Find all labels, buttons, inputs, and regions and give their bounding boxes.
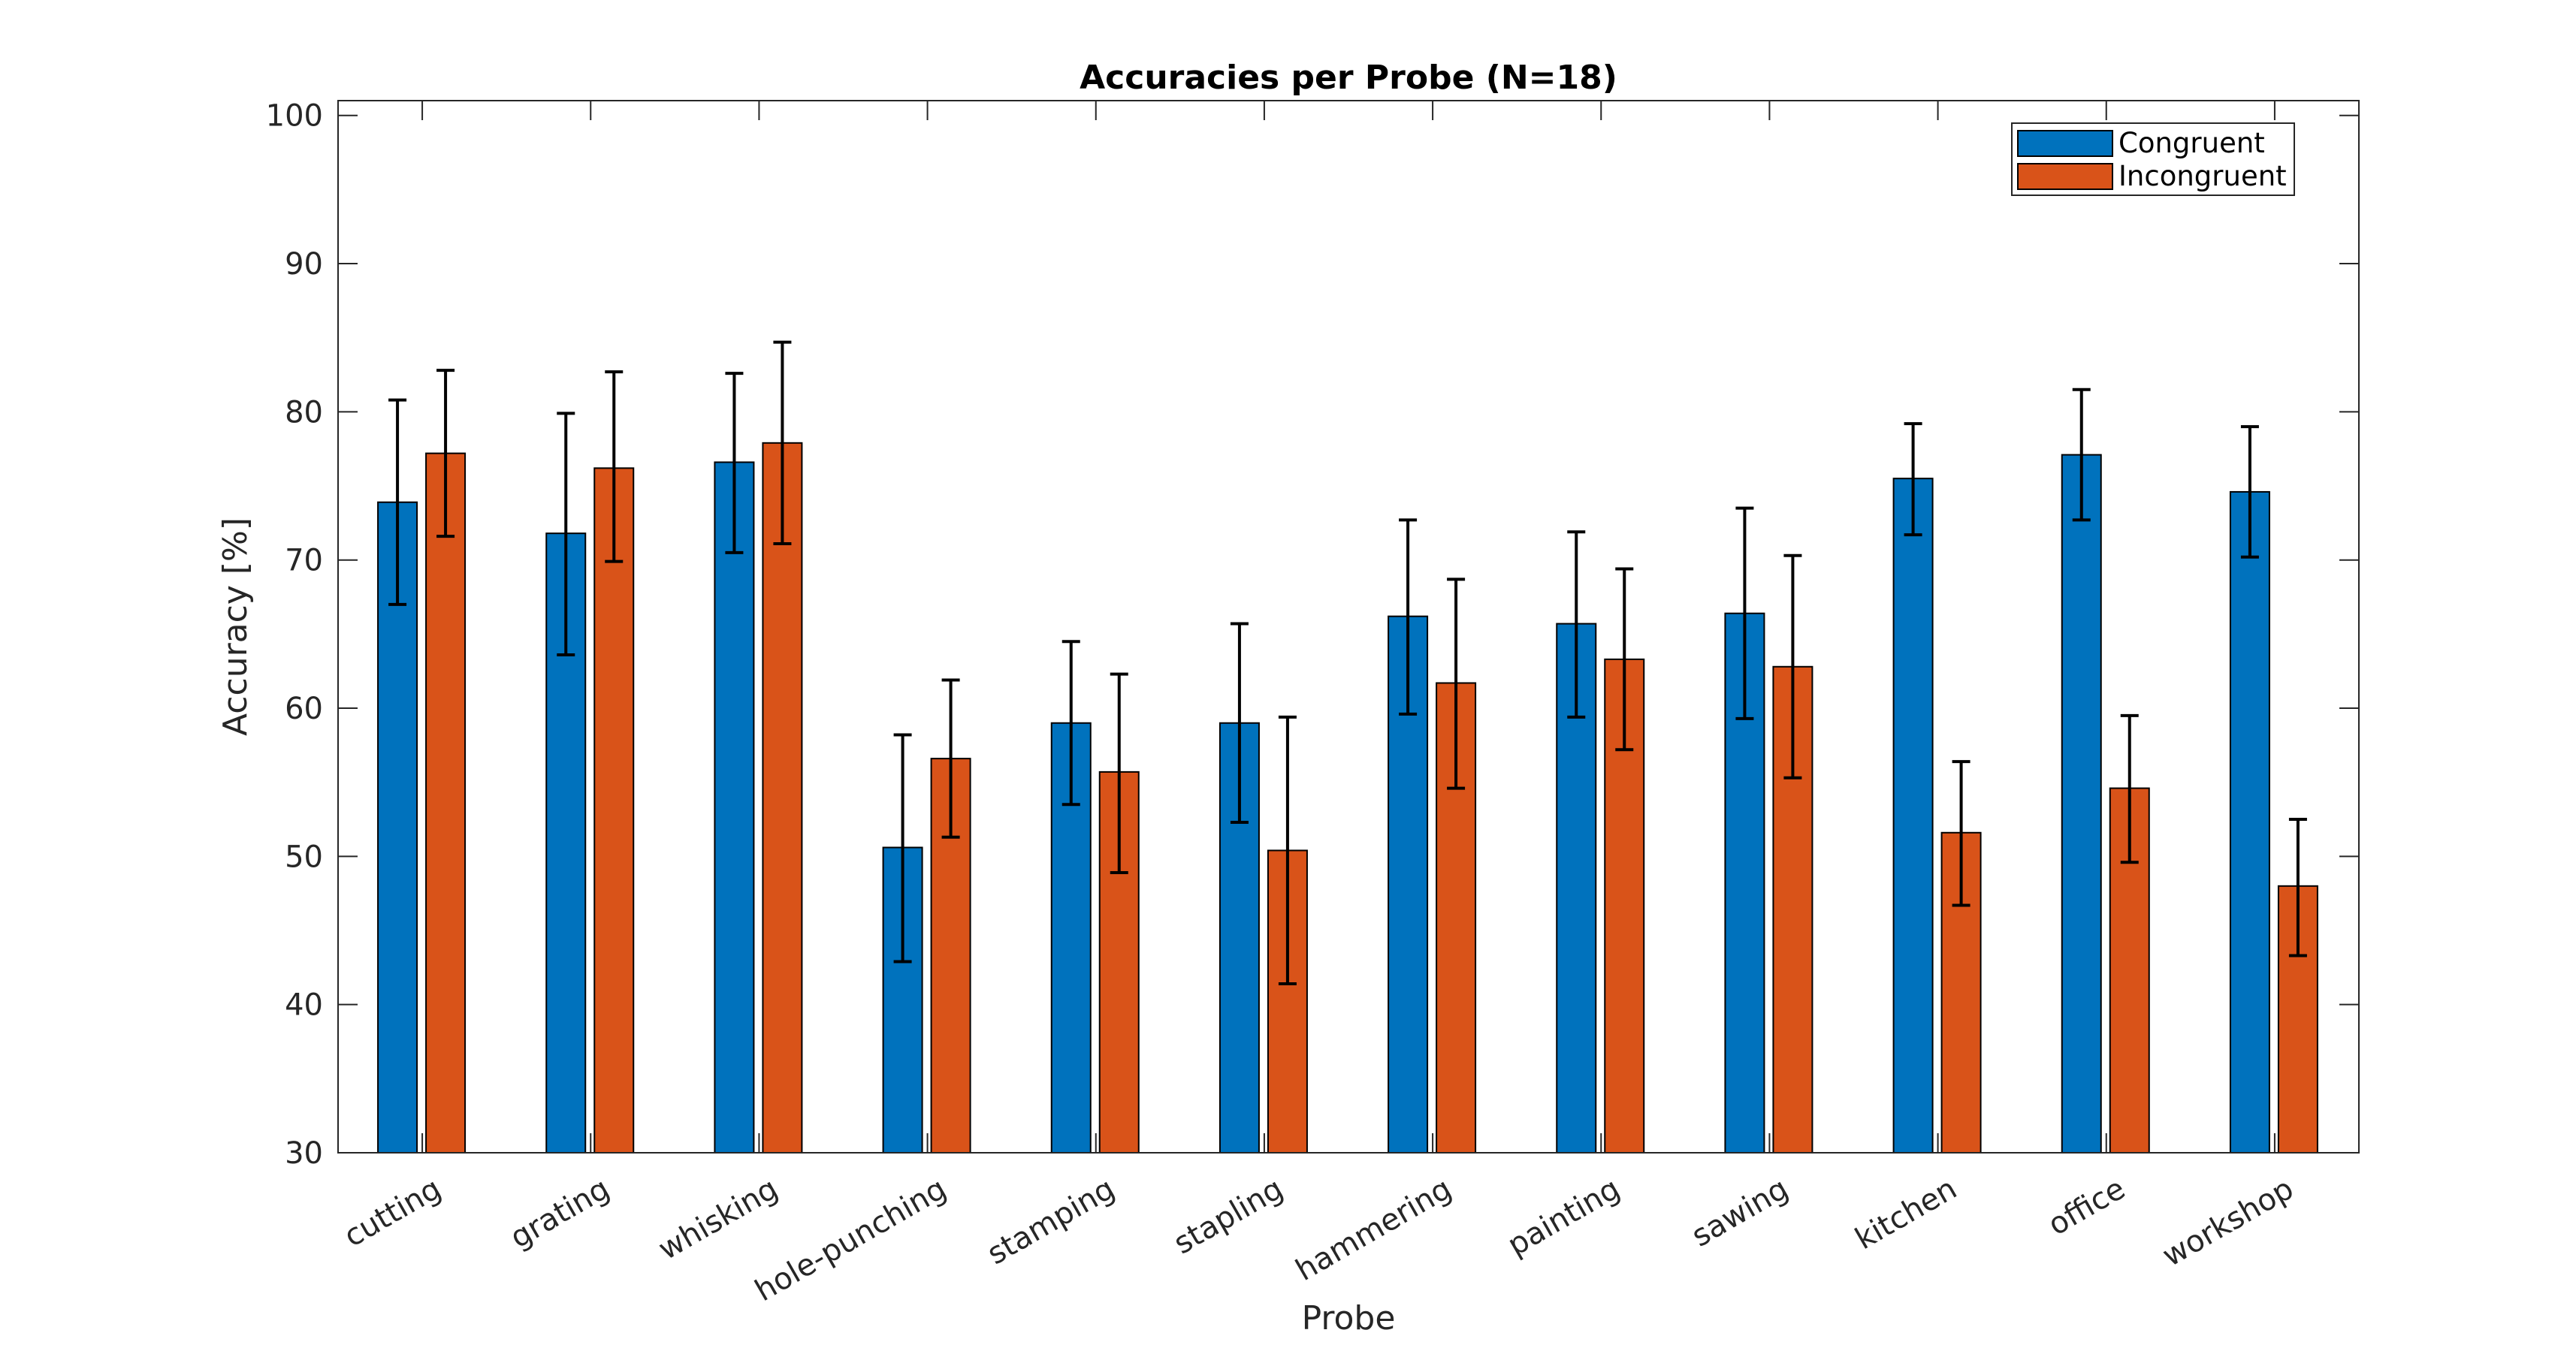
y-tick-label-100: 100 bbox=[266, 99, 323, 134]
y-axis-label: Accuracy [%] bbox=[216, 517, 255, 736]
bar-congruent-kitchen bbox=[1892, 478, 1934, 1154]
error-bar-congruent-cutting bbox=[388, 398, 407, 606]
y-tick-label-50: 50 bbox=[285, 840, 323, 874]
error-bar-congruent-grating bbox=[557, 412, 575, 656]
legend-swatch-incongruent bbox=[2017, 163, 2113, 190]
plot-area bbox=[338, 101, 2359, 1153]
error-bar-incongruent-whisking bbox=[773, 340, 792, 545]
chart-title: Accuracies per Probe (N=18) bbox=[1080, 59, 1617, 97]
bar-incongruent-whisking bbox=[762, 442, 803, 1154]
error-bar-incongruent-stamping bbox=[1110, 672, 1128, 875]
x-axis-label: Probe bbox=[1302, 1299, 1396, 1337]
y-tick-label-80: 80 bbox=[285, 395, 323, 430]
error-bar-incongruent-kitchen bbox=[1952, 760, 1971, 907]
legend-label-congruent: Congruent bbox=[2118, 127, 2265, 159]
error-bar-incongruent-sawing bbox=[1783, 553, 1802, 780]
axes-layer bbox=[337, 100, 2360, 1154]
error-bar-congruent-office bbox=[2072, 388, 2091, 522]
y-tick-label-30: 30 bbox=[285, 1136, 323, 1171]
error-bar-incongruent-office bbox=[2120, 713, 2139, 864]
error-bar-incongruent-workshop bbox=[2288, 818, 2307, 957]
bar-incongruent-grating bbox=[593, 467, 635, 1154]
legend-swatch-congruent bbox=[2017, 130, 2113, 157]
error-bar-congruent-stapling bbox=[1230, 622, 1249, 824]
error-bar-congruent-stamping bbox=[1062, 640, 1080, 807]
error-bar-congruent-kitchen bbox=[1904, 422, 1922, 537]
y-tick-label-70: 70 bbox=[285, 544, 323, 578]
error-bar-congruent-painting bbox=[1567, 530, 1586, 719]
error-bar-congruent-hole-punching bbox=[893, 733, 912, 964]
error-bar-incongruent-hole-punching bbox=[941, 678, 960, 839]
bar-congruent-cutting bbox=[377, 501, 418, 1154]
error-bar-incongruent-grating bbox=[605, 370, 624, 563]
y-tick-label-60: 60 bbox=[285, 692, 323, 726]
error-bar-congruent-sawing bbox=[1735, 506, 1754, 720]
legend-label-incongruent: Incongruent bbox=[2118, 160, 2287, 192]
error-bar-congruent-workshop bbox=[2240, 425, 2259, 559]
error-bars-layer bbox=[388, 340, 2307, 986]
error-bar-congruent-hammering bbox=[1399, 518, 1418, 716]
error-bar-incongruent-stapling bbox=[1278, 715, 1297, 986]
bar-congruent-whisking bbox=[714, 461, 755, 1154]
error-bar-incongruent-hammering bbox=[1447, 578, 1466, 790]
error-bar-incongruent-painting bbox=[1615, 567, 1634, 752]
y-tick-label-40: 40 bbox=[285, 988, 323, 1023]
error-bar-incongruent-cutting bbox=[436, 369, 455, 538]
y-tick-label-90: 90 bbox=[285, 247, 323, 282]
bar-congruent-workshop bbox=[2229, 490, 2270, 1154]
bar-congruent-office bbox=[2061, 454, 2102, 1154]
axes-box bbox=[337, 100, 2360, 1154]
error-bar-congruent-whisking bbox=[725, 372, 744, 554]
bar-incongruent-cutting bbox=[425, 452, 467, 1154]
